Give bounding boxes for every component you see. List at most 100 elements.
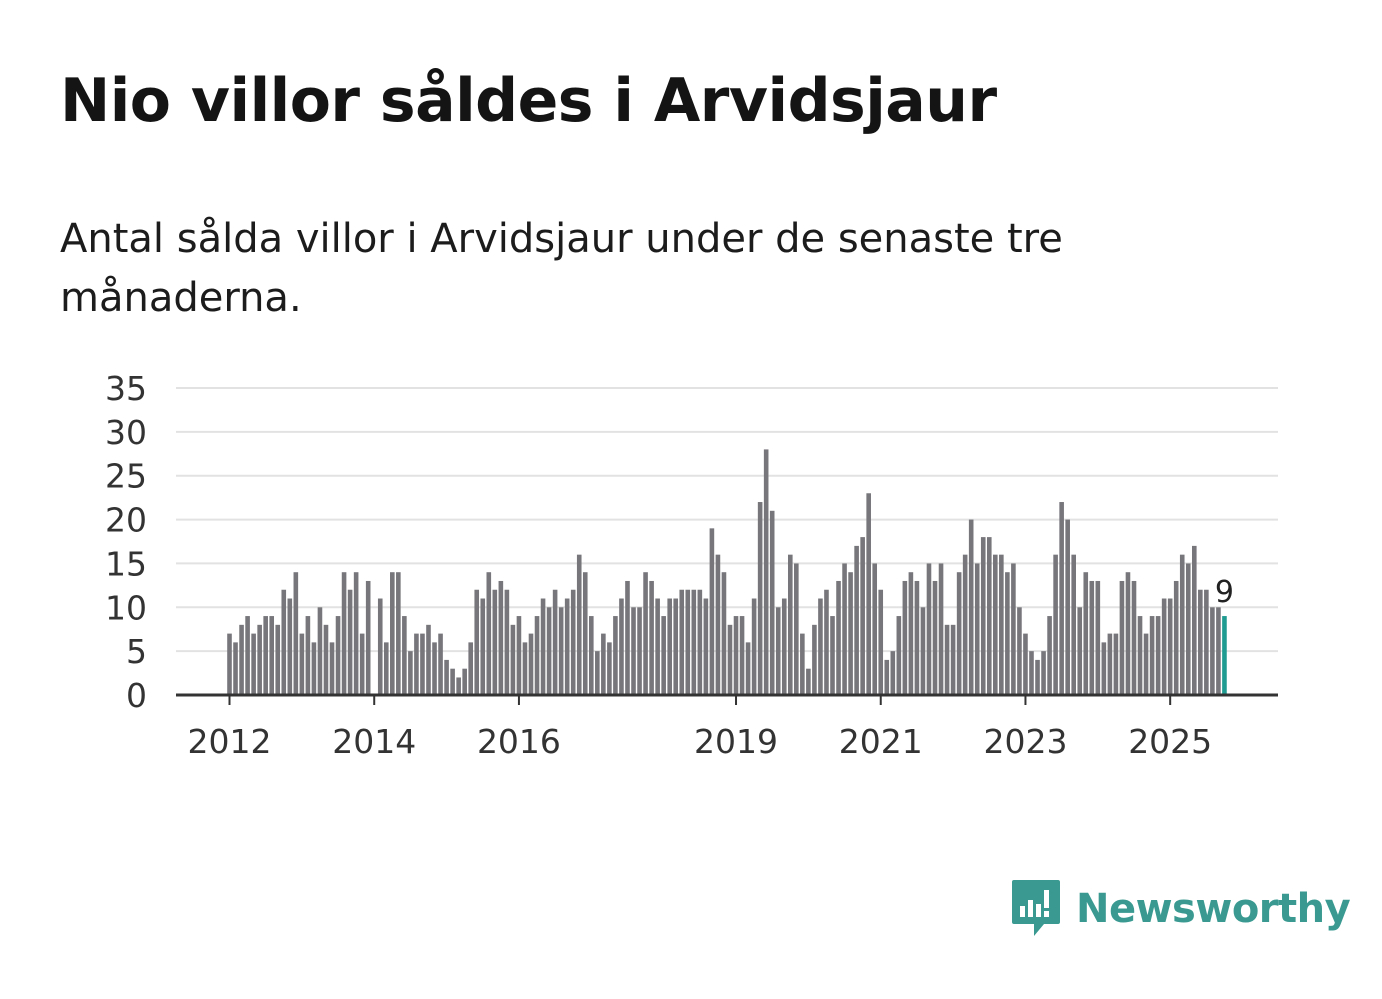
bar <box>757 502 763 695</box>
bar <box>1125 572 1131 695</box>
bar <box>1089 580 1095 695</box>
bar <box>601 633 606 695</box>
bar <box>335 616 341 695</box>
bar <box>323 624 329 695</box>
bar <box>818 598 823 695</box>
bar <box>305 616 311 695</box>
bar <box>727 624 733 695</box>
bar <box>359 633 365 695</box>
bar <box>1041 651 1046 695</box>
bar <box>745 642 751 695</box>
bar <box>1204 589 1209 695</box>
bar <box>432 642 437 695</box>
bar <box>661 616 666 695</box>
y-tick-label: 0 <box>126 676 147 715</box>
bar <box>299 633 305 695</box>
bar <box>836 580 841 695</box>
bar <box>1155 616 1161 695</box>
y-tick-label: 25 <box>105 457 147 496</box>
bar <box>510 624 516 695</box>
bar <box>245 616 250 695</box>
y-tick-label: 20 <box>105 501 147 540</box>
bar <box>1077 607 1083 695</box>
bar <box>1161 598 1167 695</box>
bar <box>902 580 908 695</box>
x-axis: 2012 2014 2016 2019 2021 2023 2025 <box>176 693 1278 761</box>
bar <box>420 633 425 695</box>
bar <box>685 589 691 695</box>
x-tick-label: 2025 <box>1128 722 1212 761</box>
brand-name: Newsworthy <box>1076 886 1351 932</box>
bar <box>830 616 835 695</box>
bar <box>926 563 932 695</box>
bar <box>595 651 600 695</box>
bar <box>1143 633 1149 695</box>
bar <box>775 607 781 695</box>
bar <box>950 624 956 695</box>
bar <box>993 554 998 695</box>
bar <box>625 580 630 695</box>
x-tick-label: 2021 <box>839 722 923 761</box>
bar <box>715 554 721 695</box>
bar-highlight <box>1222 616 1227 695</box>
bar <box>281 589 287 695</box>
bar <box>1216 607 1221 695</box>
bar <box>1113 633 1119 695</box>
bar <box>763 449 769 695</box>
bar <box>800 633 805 695</box>
data-labels: 9 <box>1215 575 1234 610</box>
bar <box>1137 616 1143 695</box>
bar <box>408 651 413 695</box>
bar <box>1107 633 1113 695</box>
bar <box>679 589 685 695</box>
bar <box>884 659 890 695</box>
bar <box>1053 554 1058 695</box>
bar <box>914 580 920 695</box>
bar <box>607 642 612 695</box>
bar <box>1179 554 1185 695</box>
bar <box>468 642 473 695</box>
bar <box>908 572 914 695</box>
bar <box>1083 572 1089 695</box>
bar <box>896 616 902 695</box>
bar <box>450 668 455 695</box>
bar <box>703 598 709 695</box>
bar <box>824 589 829 695</box>
bar <box>426 624 431 695</box>
bar <box>643 572 648 695</box>
y-tick-label: 35 <box>105 369 147 408</box>
bar <box>944 624 950 695</box>
bar <box>287 598 293 695</box>
bar <box>1023 633 1028 695</box>
bar <box>540 598 546 695</box>
bar <box>462 668 467 695</box>
bar <box>1210 607 1215 695</box>
bar <box>341 572 347 695</box>
bar <box>709 528 715 695</box>
bar <box>390 572 395 695</box>
bar <box>673 598 679 695</box>
bar <box>872 563 878 695</box>
bar <box>806 668 811 695</box>
bar <box>239 624 244 695</box>
bar <box>227 633 232 695</box>
bar <box>1035 659 1040 695</box>
bar <box>534 616 540 695</box>
bar <box>564 598 570 695</box>
bar <box>890 651 896 695</box>
bar <box>311 642 317 695</box>
bars <box>227 449 1227 695</box>
bar <box>920 607 926 695</box>
bar <box>691 589 697 695</box>
bar <box>1192 545 1197 695</box>
bar <box>528 633 534 695</box>
bar <box>438 633 443 695</box>
bar <box>848 572 853 695</box>
bar <box>329 642 335 695</box>
bar <box>1071 554 1076 695</box>
bar <box>968 519 974 695</box>
bar <box>263 616 268 695</box>
bar <box>576 554 582 695</box>
bar <box>383 642 389 695</box>
bar <box>402 616 407 695</box>
